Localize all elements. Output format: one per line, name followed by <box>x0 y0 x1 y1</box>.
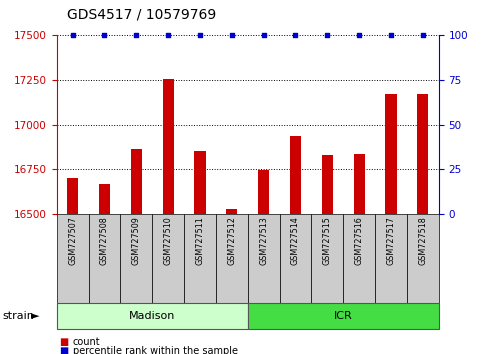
Point <box>132 33 140 38</box>
Bar <box>353 154 365 214</box>
Point <box>101 33 108 38</box>
Bar <box>417 94 428 214</box>
Point <box>387 33 395 38</box>
Text: ■: ■ <box>59 337 69 347</box>
Text: GSM727509: GSM727509 <box>132 216 141 265</box>
Text: GDS4517 / 10579769: GDS4517 / 10579769 <box>67 7 216 21</box>
Bar <box>163 79 174 214</box>
Text: ■: ■ <box>59 346 69 354</box>
Point <box>323 33 331 38</box>
Bar <box>322 155 333 214</box>
Text: GSM727517: GSM727517 <box>387 216 395 265</box>
Point <box>69 33 76 38</box>
Text: GSM727511: GSM727511 <box>195 216 205 265</box>
Point <box>196 33 204 38</box>
Text: ►: ► <box>31 311 40 321</box>
Text: GSM727514: GSM727514 <box>291 216 300 265</box>
Point <box>355 33 363 38</box>
Text: GSM727508: GSM727508 <box>100 216 109 265</box>
Point <box>164 33 172 38</box>
Text: GSM727513: GSM727513 <box>259 216 268 265</box>
Text: GSM727512: GSM727512 <box>227 216 236 265</box>
Point <box>291 33 299 38</box>
Bar <box>290 136 301 214</box>
Text: percentile rank within the sample: percentile rank within the sample <box>73 346 238 354</box>
Text: GSM727515: GSM727515 <box>323 216 332 265</box>
Bar <box>226 209 238 214</box>
Point <box>260 33 268 38</box>
Text: GSM727516: GSM727516 <box>354 216 364 265</box>
Text: GSM727510: GSM727510 <box>164 216 173 265</box>
Text: GSM727507: GSM727507 <box>68 216 77 265</box>
Bar <box>99 184 110 214</box>
Text: Madison: Madison <box>129 311 176 321</box>
Bar <box>194 151 206 214</box>
Text: ICR: ICR <box>334 311 352 321</box>
Bar <box>131 149 142 214</box>
Bar <box>386 94 396 214</box>
Bar <box>67 178 78 214</box>
Text: count: count <box>73 337 101 347</box>
Text: GSM727518: GSM727518 <box>419 216 427 265</box>
Bar <box>258 170 269 214</box>
Point <box>228 33 236 38</box>
Point <box>419 33 427 38</box>
Text: strain: strain <box>2 311 35 321</box>
